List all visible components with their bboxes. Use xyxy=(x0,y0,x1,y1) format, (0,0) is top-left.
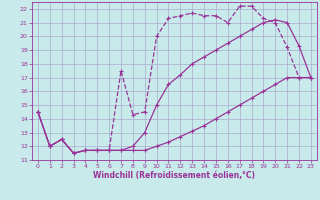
X-axis label: Windchill (Refroidissement éolien,°C): Windchill (Refroidissement éolien,°C) xyxy=(93,171,255,180)
